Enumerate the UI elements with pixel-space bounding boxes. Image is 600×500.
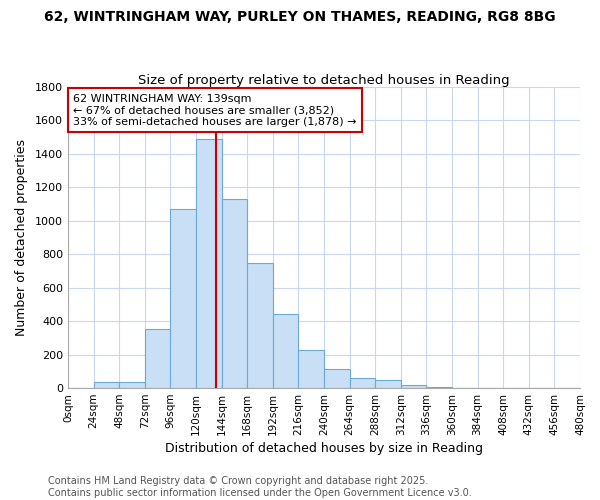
Bar bbox=[375, 380, 401, 388]
Bar bbox=[221, 199, 247, 388]
Text: 62 WINTRINGHAM WAY: 139sqm
← 67% of detached houses are smaller (3,852)
33% of s: 62 WINTRINGHAM WAY: 139sqm ← 67% of deta… bbox=[73, 94, 357, 127]
Bar bbox=[170, 209, 196, 388]
Bar bbox=[273, 314, 298, 388]
Bar bbox=[324, 369, 350, 388]
Bar bbox=[94, 382, 119, 388]
Title: Size of property relative to detached houses in Reading: Size of property relative to detached ho… bbox=[138, 74, 510, 87]
Text: Contains HM Land Registry data © Crown copyright and database right 2025.
Contai: Contains HM Land Registry data © Crown c… bbox=[48, 476, 472, 498]
Bar bbox=[247, 262, 273, 388]
Bar bbox=[145, 328, 170, 388]
X-axis label: Distribution of detached houses by size in Reading: Distribution of detached houses by size … bbox=[165, 442, 483, 455]
Bar bbox=[119, 382, 145, 388]
Y-axis label: Number of detached properties: Number of detached properties bbox=[15, 139, 28, 336]
Bar bbox=[298, 350, 324, 388]
Bar bbox=[427, 387, 452, 388]
Bar bbox=[350, 378, 375, 388]
Bar bbox=[196, 139, 221, 388]
Text: 62, WINTRINGHAM WAY, PURLEY ON THAMES, READING, RG8 8BG: 62, WINTRINGHAM WAY, PURLEY ON THAMES, R… bbox=[44, 10, 556, 24]
Bar bbox=[401, 384, 427, 388]
